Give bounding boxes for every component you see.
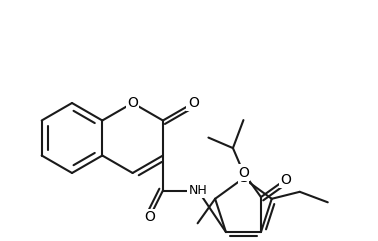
Text: O: O xyxy=(144,210,155,224)
Text: S: S xyxy=(239,171,248,185)
Text: O: O xyxy=(238,166,249,180)
Text: NH: NH xyxy=(189,184,207,197)
Text: O: O xyxy=(280,173,291,187)
Text: O: O xyxy=(127,96,138,110)
Text: O: O xyxy=(188,96,199,110)
